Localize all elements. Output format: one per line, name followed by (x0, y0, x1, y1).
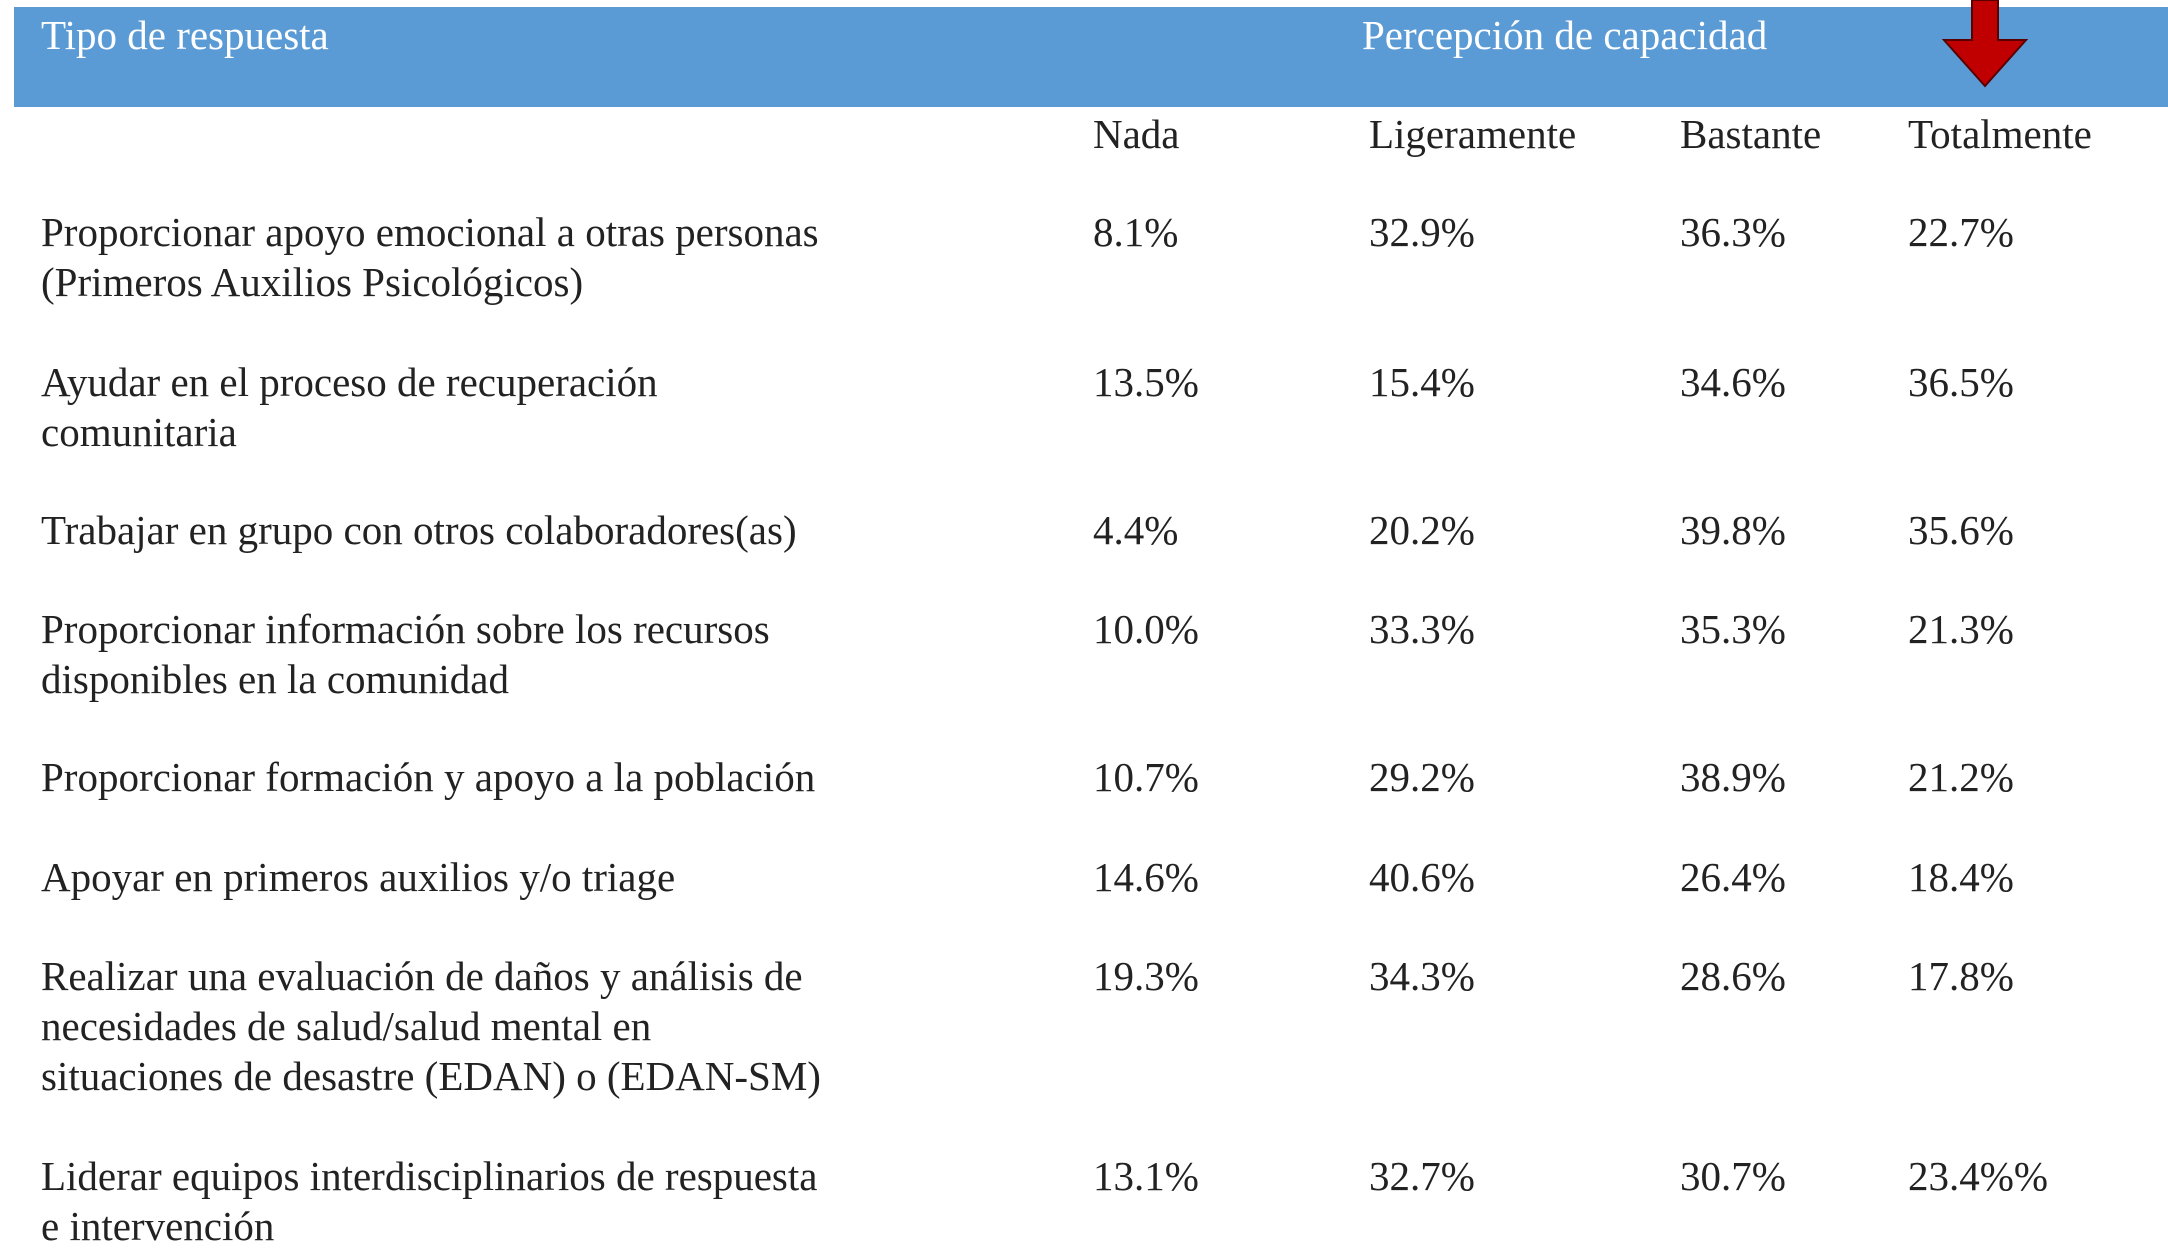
cell: 15.4% (1369, 359, 1475, 405)
cell: 10.0% (1093, 606, 1199, 652)
cell: 14.6% (1093, 854, 1199, 900)
row-label: Proporcionar información sobre los recur… (41, 606, 770, 652)
cell: 21.3% (1908, 606, 2014, 652)
column-header: Totalmente (1908, 111, 2092, 157)
row-label: necesidades de salud/salud mental en (41, 1003, 652, 1049)
cell: 19.3% (1093, 953, 1199, 999)
header-right: Percepción de capacidad (1362, 12, 1768, 58)
cell: 13.5% (1093, 359, 1199, 405)
cell: 20.2% (1369, 507, 1475, 553)
column-header: Bastante (1680, 111, 1822, 157)
row-label: e intervención (41, 1203, 275, 1249)
row-label: Proporcionar apoyo emocional a otras per… (41, 209, 819, 255)
cell: 40.6% (1369, 854, 1475, 900)
cell: 33.3% (1369, 606, 1475, 652)
cell: 34.6% (1680, 359, 1786, 405)
row-label: Apoyar en primeros auxilios y/o triage (41, 854, 676, 900)
row-label: Proporcionar formación y apoyo a la pobl… (41, 754, 816, 800)
cell: 38.9% (1680, 754, 1786, 800)
cell: 32.9% (1369, 209, 1475, 255)
cell: 32.7% (1369, 1153, 1475, 1199)
header-bar (14, 7, 2168, 107)
row-label: (Primeros Auxilios Psicológicos) (41, 259, 584, 305)
cell: 8.1% (1093, 209, 1179, 255)
cell: 29.2% (1369, 754, 1475, 800)
cell: 17.8% (1908, 953, 2014, 999)
cell: 36.3% (1680, 209, 1786, 255)
row-label: comunitaria (41, 409, 237, 455)
cell: 34.3% (1369, 953, 1475, 999)
row-label: situaciones de desastre (EDAN) o (EDAN-S… (41, 1053, 821, 1099)
row-label: Trabajar en grupo con otros colaboradore… (41, 507, 797, 553)
cell: 18.4% (1908, 854, 2014, 900)
row-label: Realizar una evaluación de daños y análi… (41, 953, 803, 999)
header-left: Tipo de respuesta (41, 12, 329, 58)
cell: 22.7% (1908, 209, 2014, 255)
cell: 10.7% (1093, 754, 1199, 800)
column-header: Nada (1093, 111, 1180, 157)
cell: 23.4%% (1908, 1153, 2049, 1199)
column-header: Ligeramente (1369, 111, 1577, 157)
cell: 39.8% (1680, 507, 1786, 553)
cell: 30.7% (1680, 1153, 1786, 1199)
cell: 35.6% (1908, 507, 2014, 553)
cell: 36.5% (1908, 359, 2014, 405)
row-label: Ayudar en el proceso de recuperación (41, 359, 658, 405)
row-label: Liderar equipos interdisciplinarios de r… (41, 1153, 818, 1199)
row-label: disponibles en la comunidad (41, 656, 509, 702)
cell: 35.3% (1680, 606, 1786, 652)
cell: 26.4% (1680, 854, 1786, 900)
cell: 13.1% (1093, 1153, 1199, 1199)
arrow (1941, 0, 2029, 88)
cell: 28.6% (1680, 953, 1786, 999)
cell: 4.4% (1093, 507, 1179, 553)
cell: 21.2% (1908, 754, 2014, 800)
